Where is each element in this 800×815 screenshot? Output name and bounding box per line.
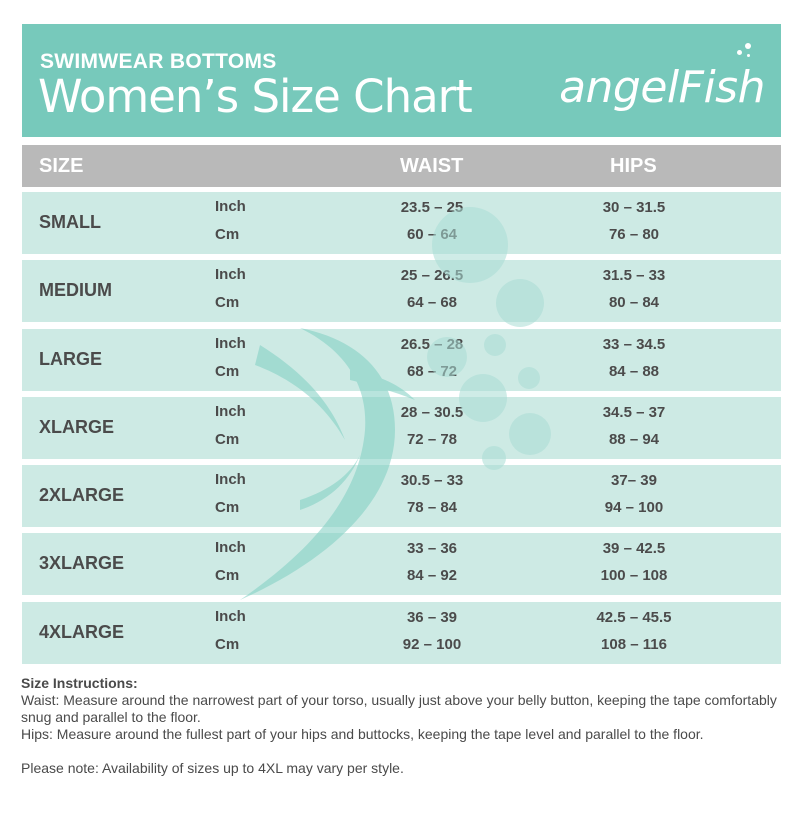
table-row: MEDIUM Inch Cm 25 – 26.5 64 – 68 31.5 – 33 80 …	[22, 260, 781, 322]
hips-cm-value: 80 – 84	[608, 294, 660, 311]
hips-cm-value: 88 – 94	[608, 431, 660, 448]
hips-inch-value: 42.5 – 45.5	[596, 609, 672, 626]
waist-inch-value: 25 – 26.5	[400, 267, 464, 284]
hips-inch-value: 33 – 34.5	[602, 336, 666, 353]
table-row: 3XLARGE Inch Cm 33 – 36 84 – 92 39 – 42.5 100 …	[22, 533, 781, 595]
table-header: SIZE WAIST HIPS	[22, 145, 781, 187]
col-size-header: SIZE	[39, 155, 84, 177]
unit-cm-label: Cm	[215, 226, 240, 243]
hips-inch-value: 37– 39	[611, 472, 657, 489]
hips-cm-value: 94 – 100	[604, 499, 664, 516]
size-label: SMALL	[39, 212, 101, 232]
table-row: LARGE Inch Cm 26.5 – 28 68 – 72 33 – 34.5 84 –…	[22, 329, 781, 391]
unit-inch-label: Inch	[215, 335, 246, 352]
unit-cm-label: Cm	[215, 431, 240, 448]
table-row: 2XLARGE Inch Cm 30.5 – 33 78 – 84 37– 39 94 – …	[22, 465, 781, 527]
waist-cm-value: 72 – 78	[406, 431, 458, 448]
size-label: 4XLARGE	[39, 622, 125, 642]
unit-inch-label: Inch	[215, 539, 246, 556]
waist-inch-value: 36 – 39	[406, 609, 458, 626]
waist-instruction: Waist: Measure around the narrowest part…	[21, 692, 777, 725]
unit-cm-label: Cm	[215, 363, 240, 380]
hips-cm-value: 108 – 116	[601, 636, 667, 653]
table-row: SMALL Inch Cm 23.5 – 25 60 – 64 30 – 31.5 76 –…	[22, 192, 781, 254]
hips-cm-value: 76 – 80	[608, 226, 660, 243]
waist-cm-value: 60 – 64	[406, 226, 458, 243]
page-title: Women’s Size Chart	[38, 70, 473, 123]
table-row: XLARGE Inch Cm 28 – 30.5 72 – 78 34.5 – 37 88 …	[22, 397, 781, 459]
hips-cm-value: 100 – 108	[600, 567, 668, 584]
size-label: LARGE	[39, 349, 102, 369]
size-label: MEDIUM	[39, 280, 112, 300]
col-hips-header: HIPS	[610, 155, 657, 177]
waist-cm-value: 84 – 92	[406, 567, 458, 584]
size-label: 3XLARGE	[39, 553, 125, 573]
waist-cm-value: 92 – 100	[402, 636, 462, 653]
unit-inch-label: Inch	[215, 471, 246, 488]
hips-cm-value: 84 – 88	[608, 363, 660, 380]
waist-inch-value: 26.5 – 28	[400, 336, 464, 353]
unit-cm-label: Cm	[215, 567, 240, 584]
waist-cm-value: 68 – 72	[406, 363, 458, 380]
instructions-title: Size Instructions:	[21, 675, 138, 691]
unit-inch-label: Inch	[215, 198, 246, 215]
size-label: 2XLARGE	[39, 485, 125, 505]
size-label: XLARGE	[39, 417, 115, 437]
header-banner: SWIMWEAR BOTTOMS Women’s Size Chart ange…	[22, 24, 781, 137]
unit-cm-label: Cm	[215, 636, 240, 653]
hips-inch-value: 30 – 31.5	[602, 199, 666, 216]
waist-inch-value: 33 – 36	[406, 540, 458, 557]
waist-inch-value: 30.5 – 33	[400, 472, 464, 489]
subtitle: SWIMWEAR BOTTOMS	[40, 50, 277, 73]
waist-inch-value: 23.5 – 25	[400, 199, 464, 216]
waist-cm-value: 64 – 68	[406, 294, 458, 311]
availability-note: Please note: Availability of sizes up to…	[21, 760, 404, 776]
hips-inch-value: 31.5 – 33	[602, 267, 666, 284]
size-instructions: Size Instructions: Waist: Measure around…	[21, 675, 781, 777]
col-waist-header: WAIST	[400, 155, 464, 177]
unit-cm-label: Cm	[215, 294, 240, 311]
table-row: 4XLARGE Inch Cm 36 – 39 92 – 100 42.5 – 45.5 1…	[22, 602, 781, 664]
unit-inch-label: Inch	[215, 266, 246, 283]
hips-instruction: Hips: Measure around the fullest part of…	[21, 726, 704, 742]
brand-logo: angelFish	[559, 62, 765, 113]
hips-inch-value: 39 – 42.5	[602, 540, 666, 557]
waist-cm-value: 78 – 84	[406, 499, 458, 516]
hips-inch-value: 34.5 – 37	[602, 404, 666, 421]
unit-inch-label: Inch	[215, 608, 246, 625]
unit-inch-label: Inch	[215, 403, 246, 420]
waist-inch-value: 28 – 30.5	[400, 404, 464, 421]
unit-cm-label: Cm	[215, 499, 240, 516]
